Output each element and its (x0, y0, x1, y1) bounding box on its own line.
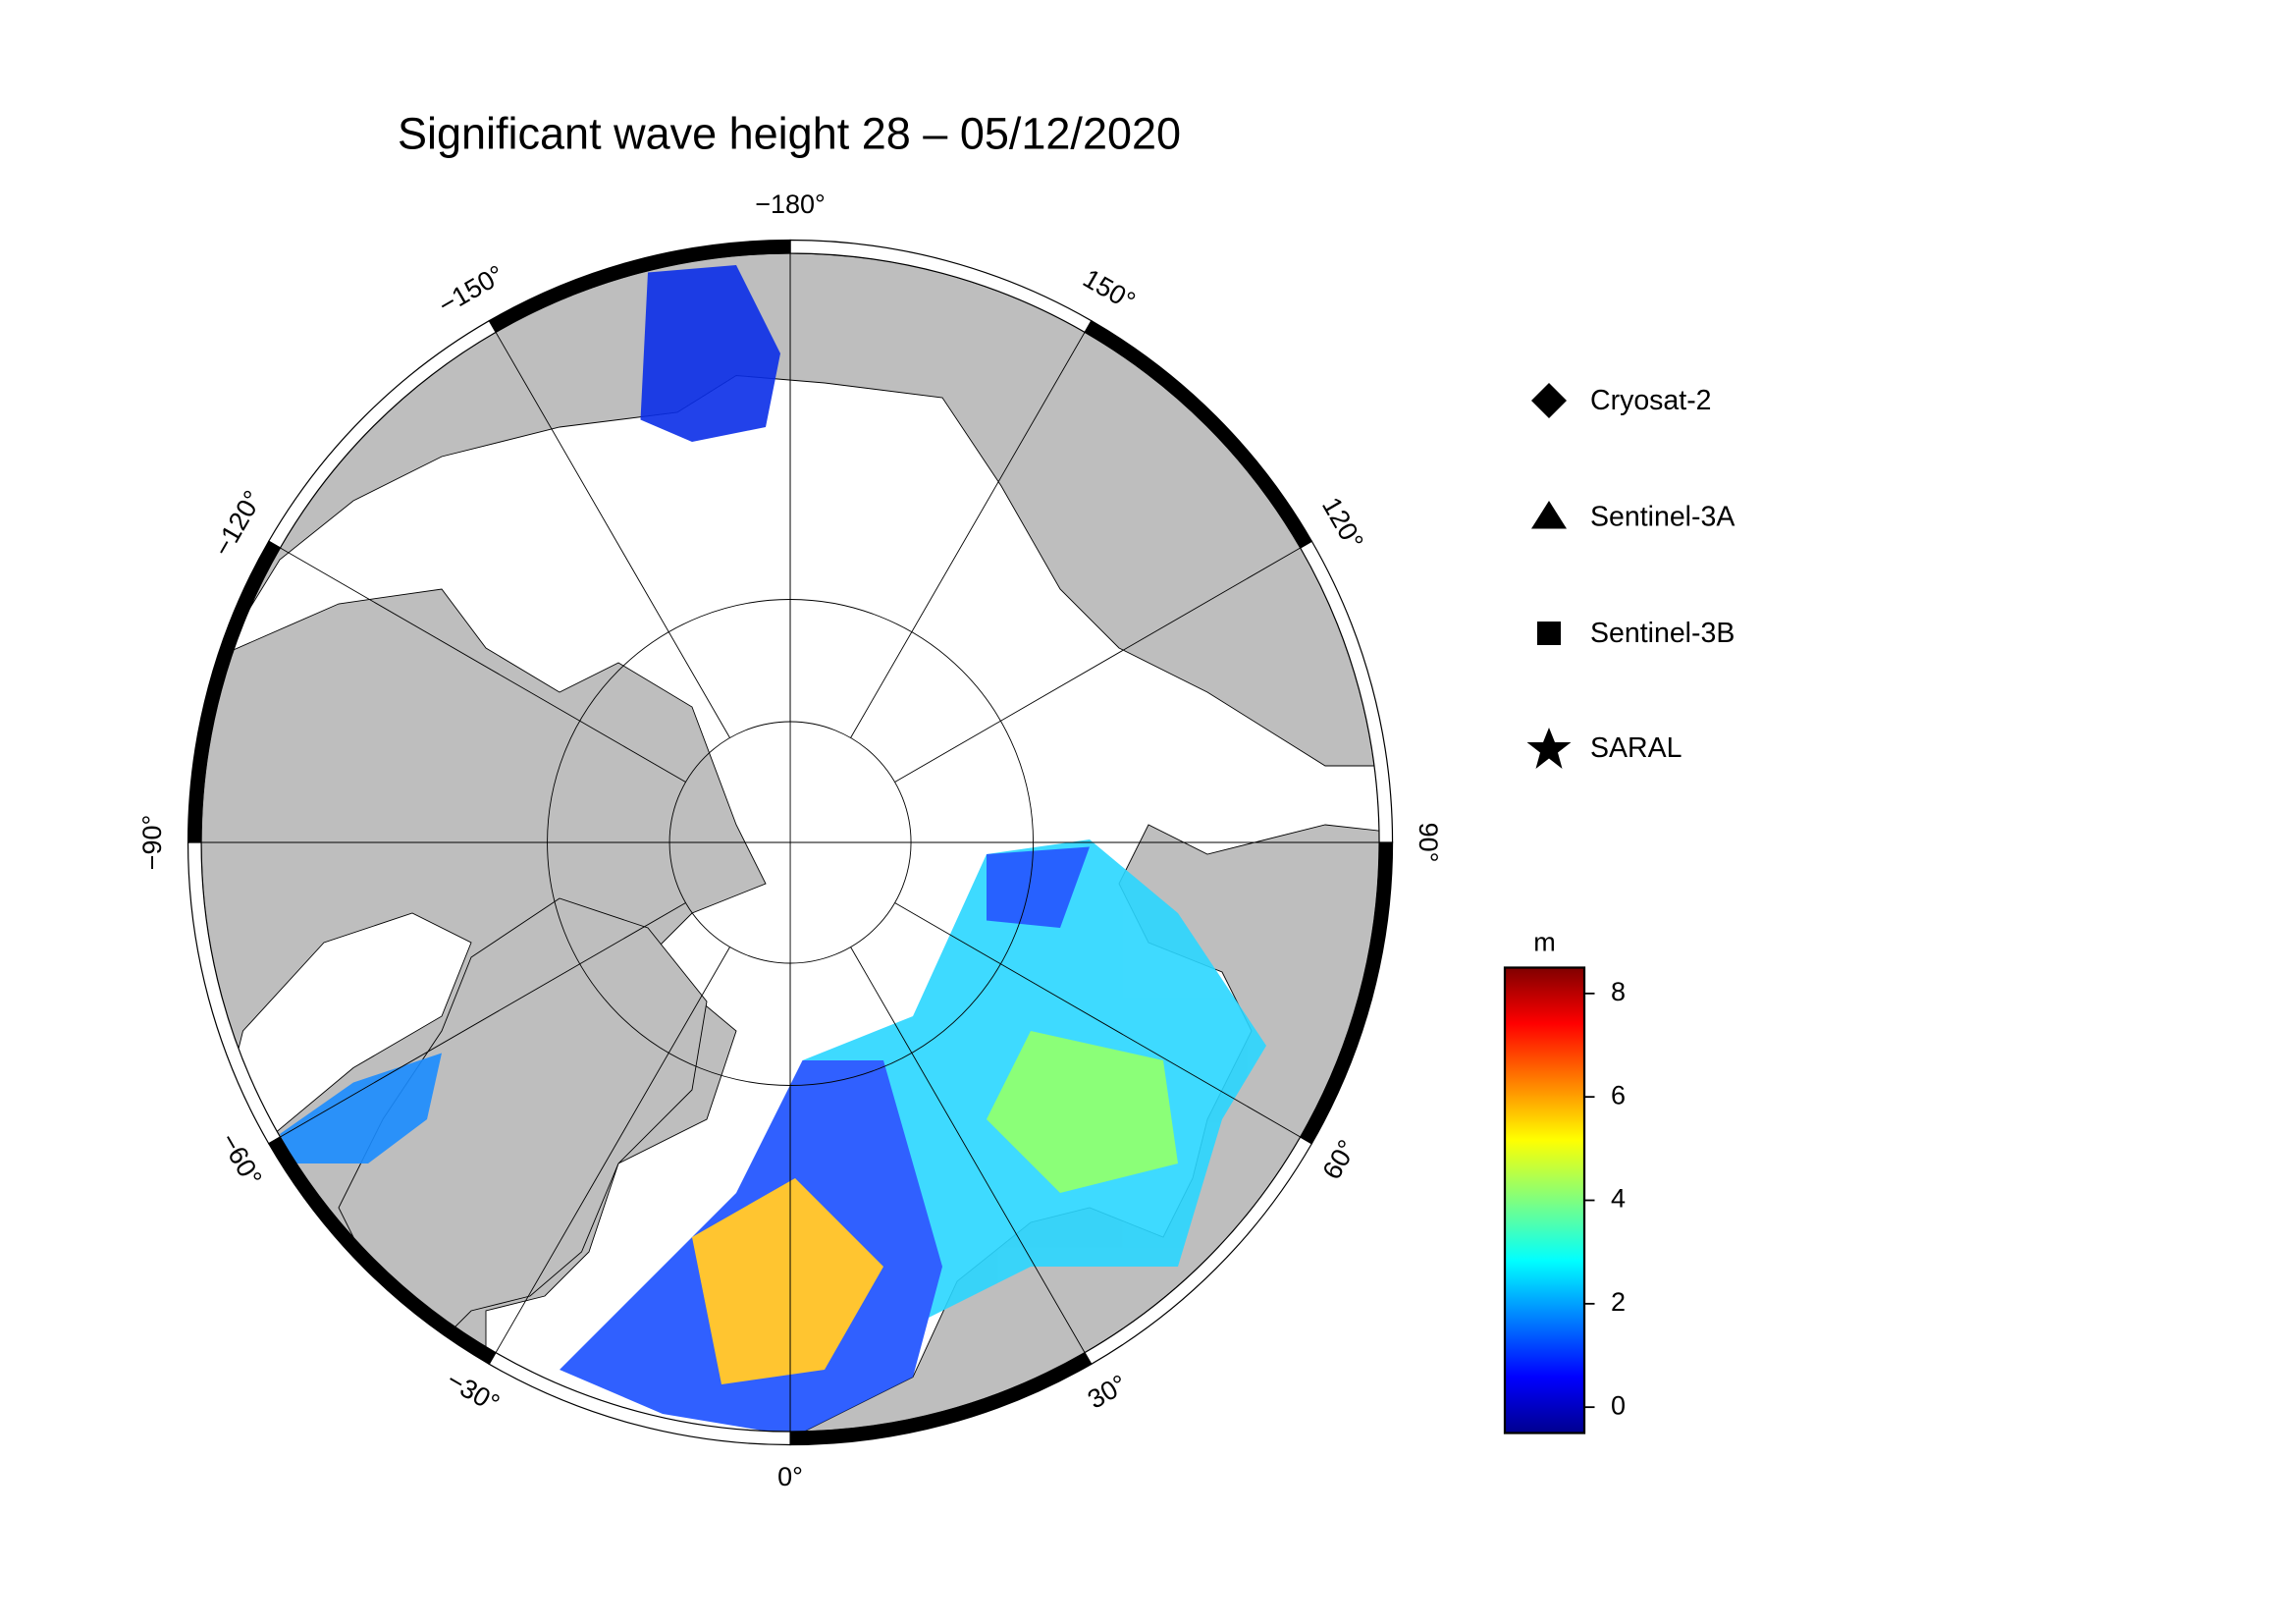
legend-label: Sentinel-3A (1590, 502, 1735, 533)
longitude-label: −120° (207, 486, 268, 562)
legend-symbol (1531, 383, 1568, 418)
longitude-label: −30° (442, 1365, 505, 1418)
meridian (495, 947, 730, 1353)
longitude-label: 90° (1414, 823, 1443, 863)
meridian (280, 902, 686, 1138)
longitude-label: 120° (1316, 492, 1369, 554)
colorbar-label: m (1533, 928, 1556, 957)
longitude-label: 60° (1316, 1135, 1362, 1184)
title: Significant wave height 28 – 05/12/2020 (398, 108, 1181, 158)
longitude-label: −60° (214, 1128, 267, 1191)
colorbar-tick-label: 6 (1611, 1080, 1626, 1109)
meridian (850, 947, 1086, 1353)
meridian (894, 902, 1301, 1138)
legend-label: SARAL (1590, 732, 1682, 764)
colorbar-tick-label: 2 (1611, 1287, 1626, 1317)
meridian (894, 547, 1301, 783)
legend-symbol (1526, 728, 1572, 769)
longitude-label: −90° (137, 815, 167, 871)
longitude-label: 150° (1078, 263, 1140, 316)
longitude-label: 30° (1083, 1369, 1132, 1414)
meridian (850, 332, 1086, 738)
longitude-label: −150° (434, 259, 509, 320)
colorbar-tick-label: 0 (1611, 1390, 1626, 1420)
legend-symbol (1531, 501, 1568, 529)
colorbar-tick-label: 4 (1611, 1184, 1626, 1214)
legend-symbol (1537, 622, 1562, 645)
legend-label: Cryosat-2 (1590, 385, 1712, 416)
colorbar-tick-label: 8 (1611, 977, 1626, 1006)
legend-label: Sentinel-3B (1590, 618, 1735, 649)
map-frame (187, 239, 1394, 1446)
longitude-label: 0° (777, 1462, 803, 1491)
wave-swaths (280, 265, 1267, 1432)
colorbar-gradient (1503, 966, 1586, 1434)
frame-segment (488, 1351, 791, 1446)
colorbar: m 0 2 4 6 8 (1503, 928, 1626, 1434)
longitude-label: −180° (755, 189, 826, 219)
meridian (495, 332, 730, 738)
map (201, 253, 1380, 1432)
legend: Cryosat-2 Sentinel-3A Sentinel-3B SARAL (1526, 383, 1735, 769)
meridian (280, 547, 686, 783)
